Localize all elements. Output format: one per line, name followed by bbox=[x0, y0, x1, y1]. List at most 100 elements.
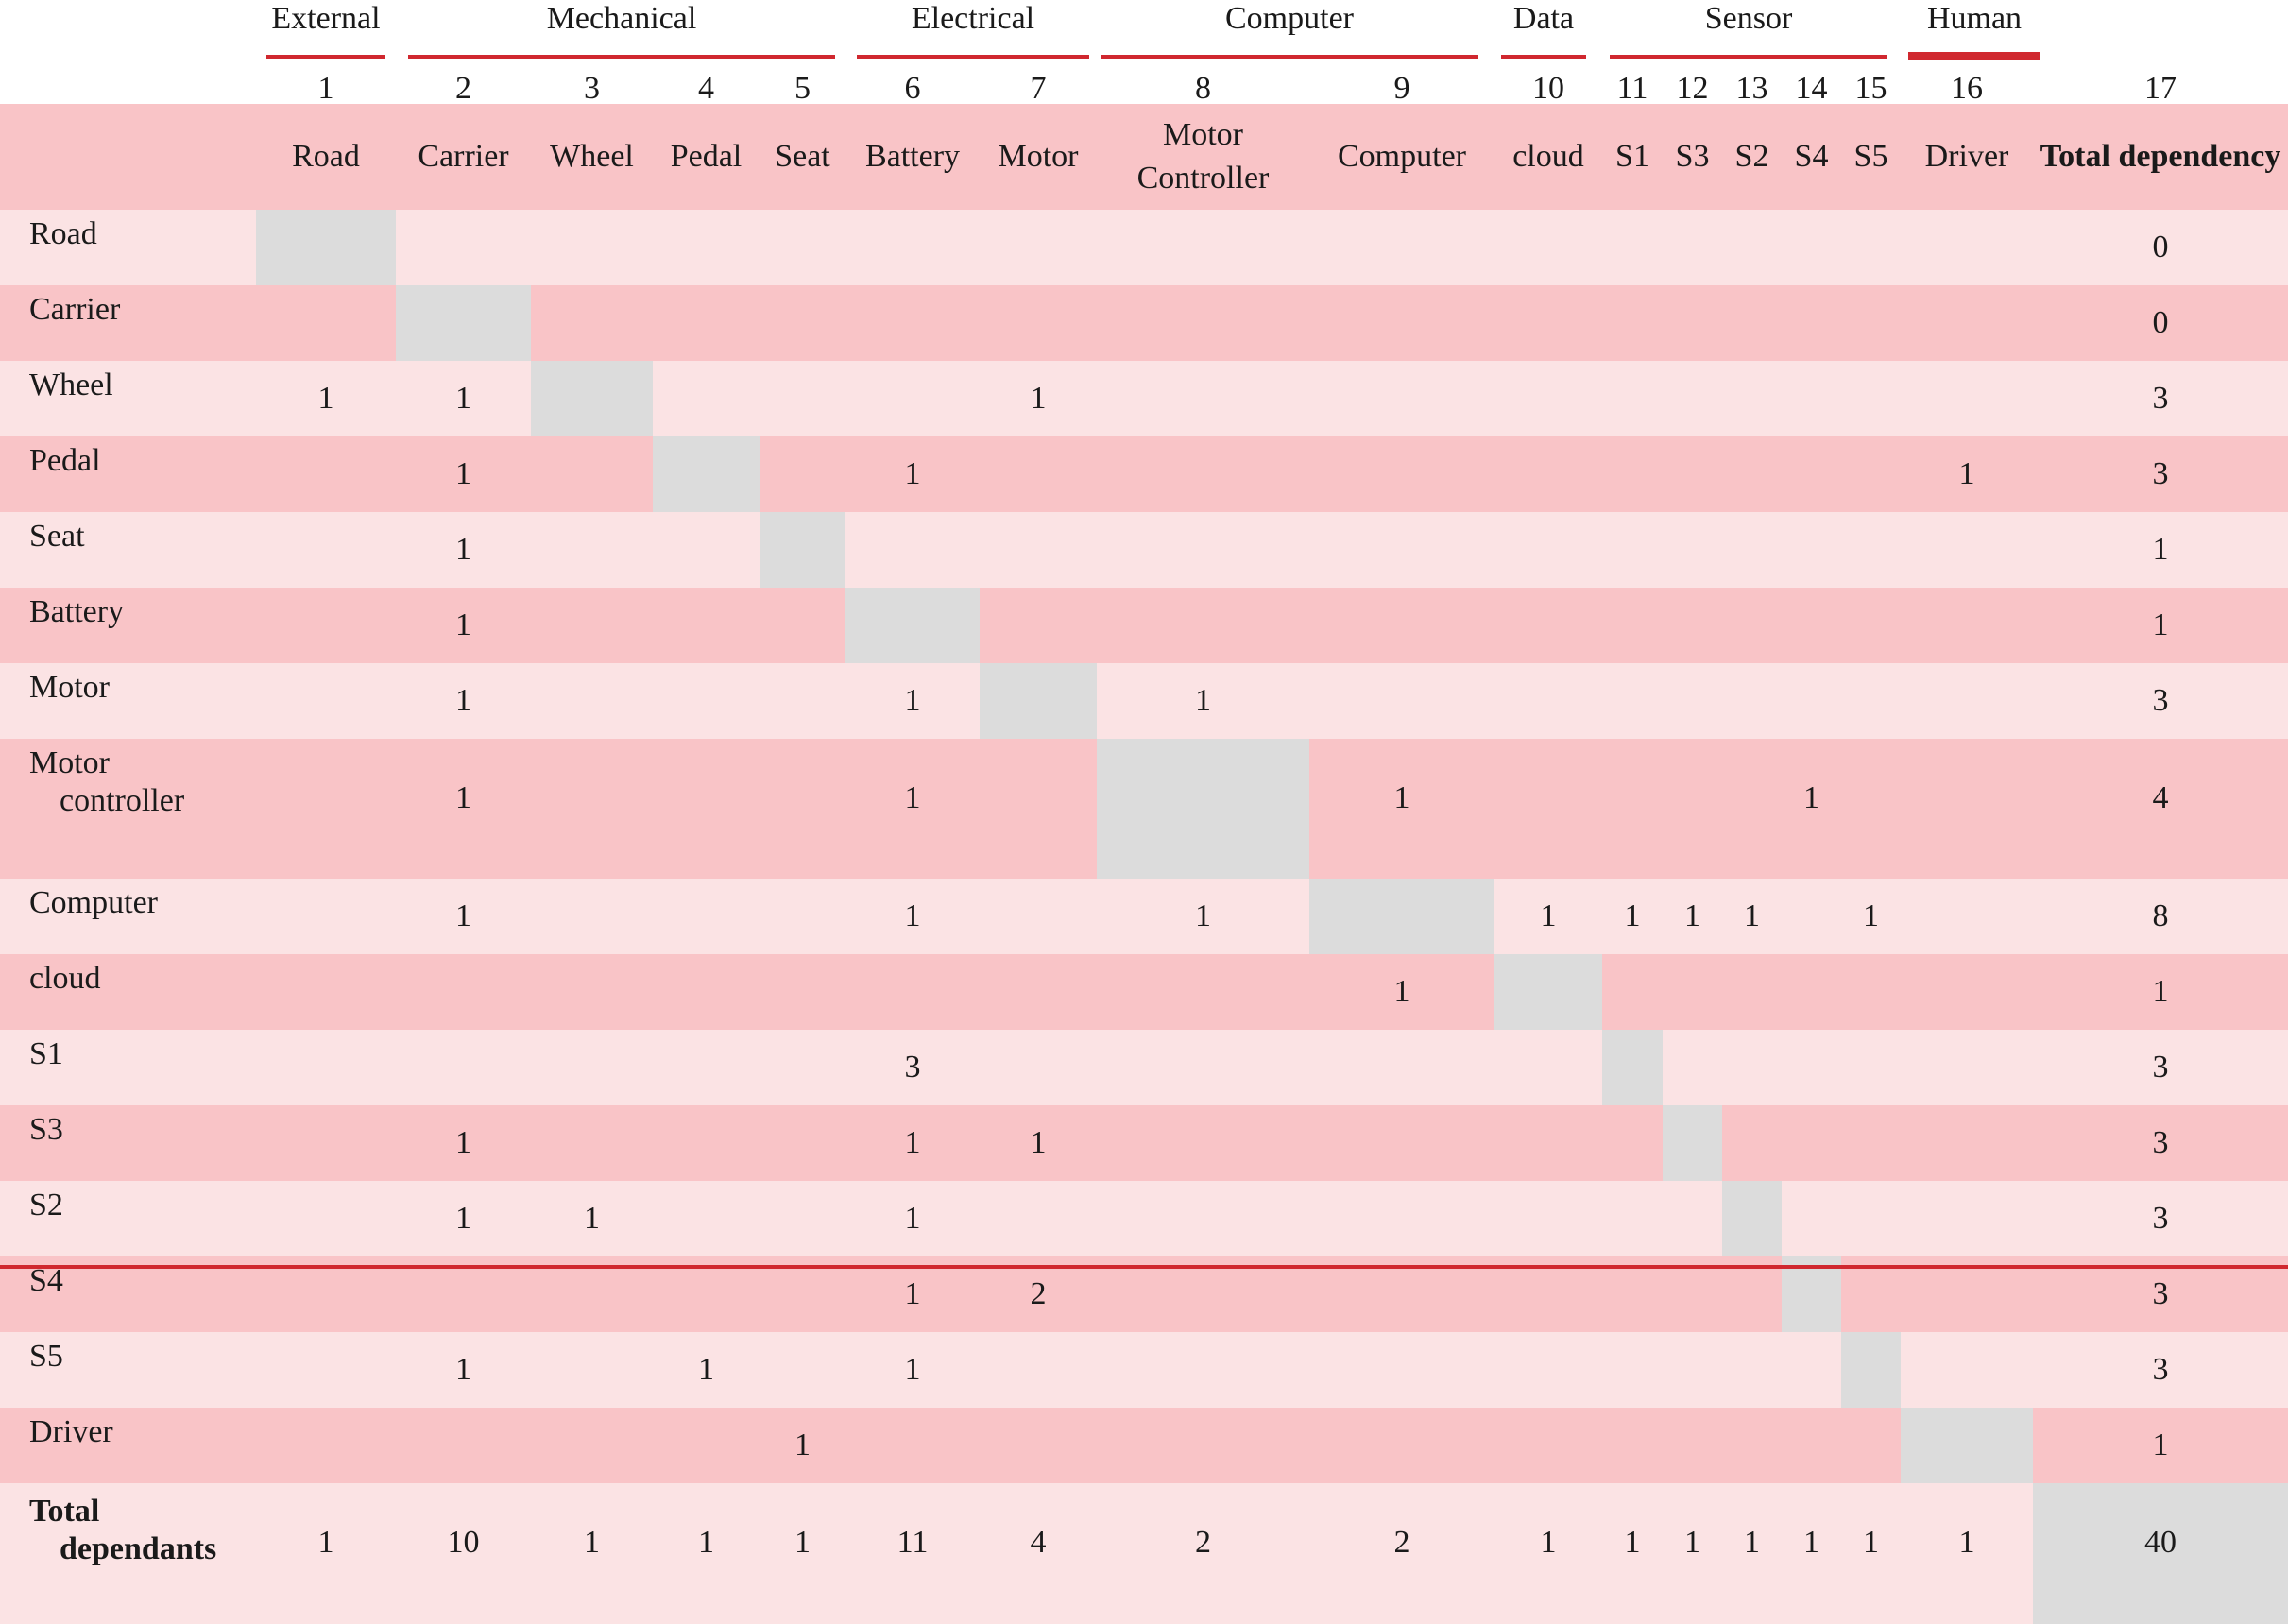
matrix-cell bbox=[1309, 663, 1494, 739]
bottom-rule bbox=[0, 1265, 2288, 1269]
diagonal-cell bbox=[1841, 1332, 1901, 1408]
matrix-cell: 1 bbox=[1097, 879, 1309, 954]
diagonal-cell bbox=[1494, 954, 1602, 1030]
matrix-cell bbox=[1602, 954, 1663, 1030]
row-label: Total dependants bbox=[0, 1483, 256, 1624]
matrix-cell bbox=[1602, 512, 1663, 588]
row-label-line: Total bbox=[29, 1494, 100, 1529]
matrix-cell bbox=[1663, 285, 1722, 361]
matrix-cell bbox=[980, 1408, 1097, 1483]
column-header: Driver bbox=[1901, 104, 2033, 210]
column-total-cell: 1 bbox=[1722, 1483, 1782, 1624]
matrix-cell bbox=[1782, 436, 1841, 512]
matrix-cell bbox=[1494, 361, 1602, 436]
matrix-cell: 1 bbox=[396, 588, 531, 663]
column-number: 2 bbox=[396, 69, 531, 104]
matrix-cell bbox=[760, 1105, 845, 1181]
group-underline bbox=[857, 55, 1089, 59]
matrix-cell bbox=[1494, 436, 1602, 512]
matrix-cell bbox=[1663, 1332, 1722, 1408]
matrix-cell bbox=[1841, 361, 1901, 436]
matrix-cell bbox=[1782, 1408, 1841, 1483]
matrix-cell: 1 bbox=[1841, 879, 1901, 954]
matrix-cell bbox=[1309, 1408, 1494, 1483]
matrix-cell bbox=[653, 739, 760, 879]
matrix-cell: 1 bbox=[845, 436, 980, 512]
column-header: Seat bbox=[760, 104, 845, 210]
row-label: Battery bbox=[0, 588, 256, 663]
diagonal-cell bbox=[1901, 1408, 2033, 1483]
matrix-cell bbox=[1309, 1030, 1494, 1105]
matrix-cell: 1 bbox=[760, 1408, 845, 1483]
column-header: S3 bbox=[1663, 104, 1722, 210]
diagonal-cell bbox=[1309, 879, 1494, 954]
column-number: 14 bbox=[1782, 69, 1841, 104]
matrix-cell bbox=[1097, 1181, 1309, 1256]
matrix-cell bbox=[1663, 512, 1722, 588]
matrix-row: Carrier 0 bbox=[0, 285, 2288, 361]
matrix-cell bbox=[256, 512, 396, 588]
group-underline bbox=[408, 55, 835, 59]
group-underline bbox=[1101, 55, 1478, 59]
matrix-cell bbox=[1841, 663, 1901, 739]
matrix-cell bbox=[1722, 1332, 1782, 1408]
matrix-row: Road 0 bbox=[0, 210, 2288, 285]
matrix-cell bbox=[980, 436, 1097, 512]
matrix-cell: 1 bbox=[396, 879, 531, 954]
matrix-cell bbox=[256, 739, 396, 879]
matrix-cell bbox=[1097, 361, 1309, 436]
matrix-cell bbox=[1841, 210, 1901, 285]
matrix-row: cloud 1 1 bbox=[0, 954, 2288, 1030]
matrix-cell bbox=[1494, 1332, 1602, 1408]
row-label: cloud bbox=[0, 954, 256, 1030]
row-total-cell: 3 bbox=[2033, 663, 2288, 739]
column-header: Wheel bbox=[531, 104, 653, 210]
matrix-cell bbox=[256, 1408, 396, 1483]
matrix-cell bbox=[531, 512, 653, 588]
matrix-cell bbox=[845, 954, 980, 1030]
matrix-cell bbox=[1722, 588, 1782, 663]
matrix-cell bbox=[1901, 588, 2033, 663]
total-dependants-row: Total dependants 1 10 1 1 1 11 4 2 2 1 1 1 1 1 1 1 40 bbox=[0, 1483, 2288, 1624]
group-underline bbox=[1501, 55, 1586, 59]
row-label: S5 bbox=[0, 1332, 256, 1408]
column-total-cell: 1 bbox=[760, 1483, 845, 1624]
matrix-cell bbox=[1901, 1030, 2033, 1105]
grand-total-cell: 40 bbox=[2033, 1483, 2288, 1624]
matrix-cell bbox=[1097, 1332, 1309, 1408]
matrix-cell bbox=[256, 285, 396, 361]
matrix-cell: 1 bbox=[1782, 739, 1841, 879]
matrix-cell bbox=[1663, 1030, 1722, 1105]
row-total-cell: 3 bbox=[2033, 1105, 2288, 1181]
row-total-cell: 1 bbox=[2033, 588, 2288, 663]
matrix-cell bbox=[760, 954, 845, 1030]
matrix-cell bbox=[256, 588, 396, 663]
row-label: S3 bbox=[0, 1105, 256, 1181]
group-label: External bbox=[271, 1, 381, 36]
group-sensor: Sensor bbox=[1610, 0, 1887, 62]
diagonal-cell bbox=[1722, 1181, 1782, 1256]
matrix-cell bbox=[1309, 436, 1494, 512]
diagonal-cell bbox=[1097, 739, 1309, 879]
matrix-cell bbox=[1901, 1105, 2033, 1181]
matrix-cell bbox=[1901, 954, 2033, 1030]
row-label-line: controller bbox=[60, 783, 185, 818]
column-header: S2 bbox=[1722, 104, 1782, 210]
column-number: 5 bbox=[760, 69, 845, 104]
matrix-cell bbox=[980, 512, 1097, 588]
matrix-cell bbox=[653, 1105, 760, 1181]
matrix-cell: 1 bbox=[396, 1332, 531, 1408]
column-total-cell: 1 bbox=[1663, 1483, 1722, 1624]
matrix-cell bbox=[1782, 588, 1841, 663]
matrix-cell bbox=[1722, 1105, 1782, 1181]
matrix-cell bbox=[531, 1030, 653, 1105]
matrix-cell bbox=[1663, 663, 1722, 739]
matrix-cell bbox=[1494, 285, 1602, 361]
column-number: 3 bbox=[531, 69, 653, 104]
matrix-cell bbox=[1494, 739, 1602, 879]
matrix-cell bbox=[1602, 1408, 1663, 1483]
matrix-cell bbox=[760, 1030, 845, 1105]
matrix-cell bbox=[1901, 1181, 2033, 1256]
matrix-cell: 1 bbox=[256, 361, 396, 436]
matrix-cell: 1 bbox=[1097, 663, 1309, 739]
